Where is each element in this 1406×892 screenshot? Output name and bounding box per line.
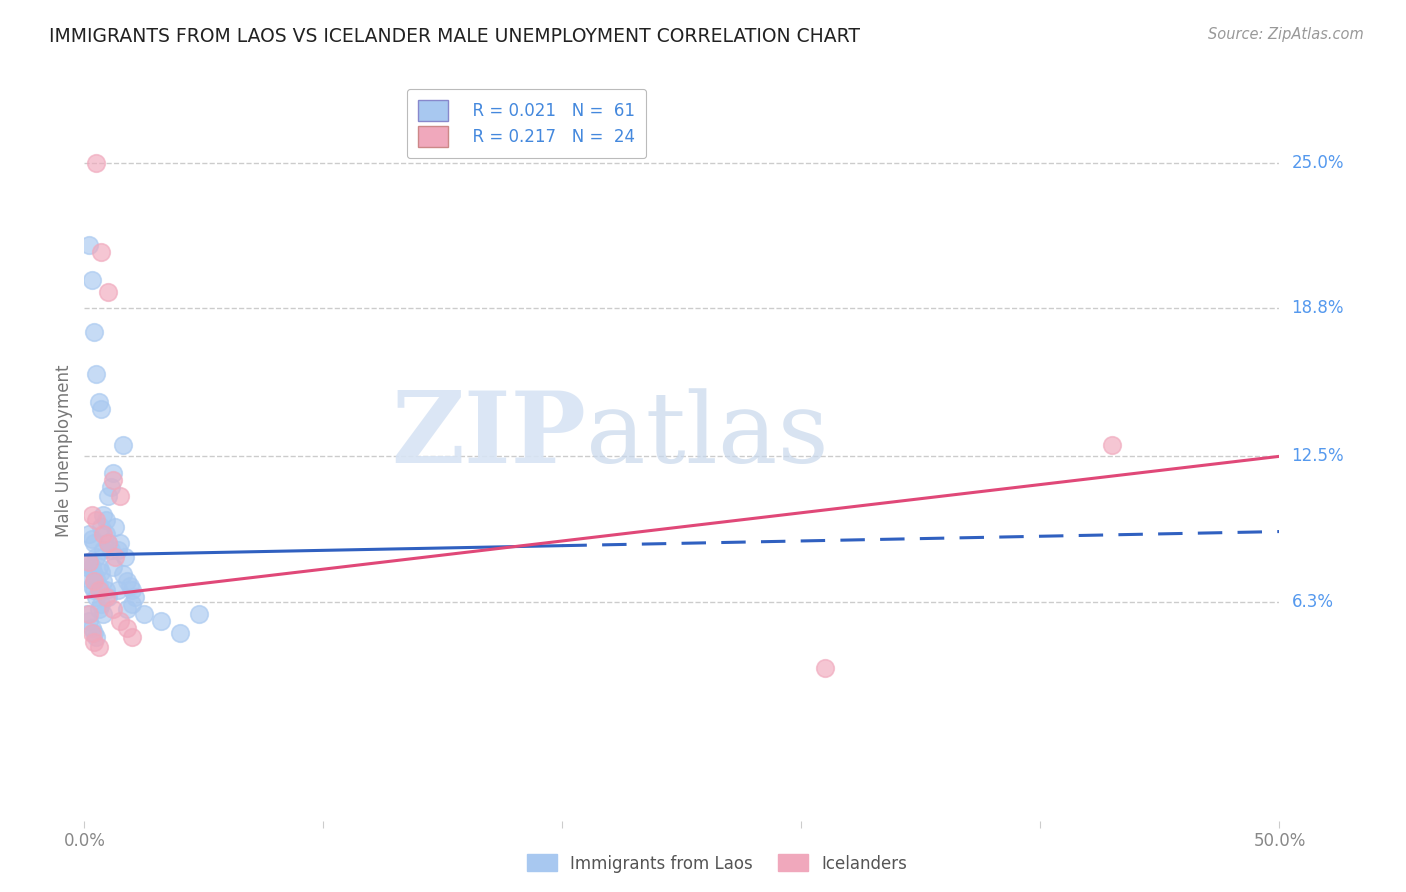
Point	[94, 513, 117, 527]
Point	[90, 402, 112, 417]
Point	[77, 572, 100, 586]
Point	[117, 621, 139, 635]
Point	[117, 574, 139, 588]
Point	[114, 550, 136, 565]
Point	[93, 607, 115, 621]
Point	[188, 607, 211, 621]
Point	[83, 325, 105, 339]
Point	[86, 367, 108, 381]
Point	[90, 520, 112, 534]
Point	[90, 598, 112, 612]
Point	[76, 559, 98, 574]
Point	[83, 625, 105, 640]
Point	[77, 555, 100, 569]
Point	[86, 550, 108, 565]
Point	[149, 614, 172, 628]
Point	[86, 572, 108, 586]
Point	[83, 574, 105, 588]
Point	[97, 489, 120, 503]
Point	[90, 244, 112, 259]
Point	[104, 520, 127, 534]
Point	[124, 591, 146, 605]
Point	[107, 583, 129, 598]
Point	[169, 625, 191, 640]
Point	[80, 625, 103, 640]
Point	[93, 574, 115, 588]
Legend:   R = 0.021   N =  61,   R = 0.217   N =  24: R = 0.021 N = 61, R = 0.217 N = 24	[406, 88, 647, 159]
Point	[97, 536, 120, 550]
Point	[101, 466, 124, 480]
Point	[101, 602, 124, 616]
Text: atlas: atlas	[586, 388, 830, 483]
Text: 12.5%: 12.5%	[1292, 447, 1344, 466]
Point	[87, 579, 110, 593]
Point	[94, 591, 117, 605]
Point	[94, 583, 117, 598]
Point	[83, 635, 105, 649]
Point	[77, 614, 100, 628]
Point	[86, 155, 108, 169]
Point	[87, 583, 110, 598]
Point	[110, 536, 132, 550]
Point	[814, 661, 837, 675]
Point	[100, 543, 122, 558]
Text: ZIP: ZIP	[391, 387, 586, 484]
Point	[93, 508, 115, 522]
Point	[93, 527, 115, 541]
Point	[104, 550, 127, 565]
Point	[132, 607, 156, 621]
Text: IMMIGRANTS FROM LAOS VS ICELANDER MALE UNEMPLOYMENT CORRELATION CHART: IMMIGRANTS FROM LAOS VS ICELANDER MALE U…	[49, 27, 860, 45]
Text: 6.3%: 6.3%	[1292, 593, 1333, 611]
Point	[121, 598, 143, 612]
Text: 25.0%: 25.0%	[1292, 153, 1344, 171]
Point	[87, 559, 110, 574]
Point	[97, 591, 120, 605]
Point	[111, 437, 134, 451]
Point	[100, 480, 122, 494]
Point	[86, 630, 108, 644]
Point	[76, 607, 98, 621]
Point	[80, 273, 103, 287]
Point	[87, 395, 110, 409]
Point	[77, 555, 100, 569]
Point	[90, 565, 112, 579]
Point	[77, 237, 100, 252]
Point	[107, 543, 129, 558]
Text: Source: ZipAtlas.com: Source: ZipAtlas.com	[1208, 27, 1364, 42]
Point	[101, 473, 124, 487]
Legend: Immigrants from Laos, Icelanders: Immigrants from Laos, Icelanders	[520, 847, 914, 880]
Point	[80, 532, 103, 546]
Point	[87, 640, 110, 654]
Point	[87, 602, 110, 616]
Point	[101, 559, 124, 574]
Point	[93, 543, 115, 558]
Point	[117, 602, 139, 616]
Point	[83, 566, 105, 581]
Point	[83, 583, 105, 598]
Point	[86, 591, 108, 605]
Point	[80, 559, 103, 574]
Point	[118, 579, 141, 593]
Point	[1101, 437, 1123, 451]
Point	[77, 527, 100, 541]
Point	[86, 513, 108, 527]
Point	[110, 614, 132, 628]
Point	[97, 285, 120, 299]
Point	[80, 579, 103, 593]
Point	[80, 508, 103, 522]
Point	[121, 583, 143, 598]
Point	[110, 489, 132, 503]
Text: 18.8%: 18.8%	[1292, 299, 1344, 318]
Point	[77, 607, 100, 621]
Point	[97, 536, 120, 550]
Point	[94, 527, 117, 541]
Point	[80, 621, 103, 635]
Point	[121, 630, 143, 644]
Point	[111, 566, 134, 581]
Y-axis label: Male Unemployment: Male Unemployment	[55, 364, 73, 537]
Point	[83, 536, 105, 550]
